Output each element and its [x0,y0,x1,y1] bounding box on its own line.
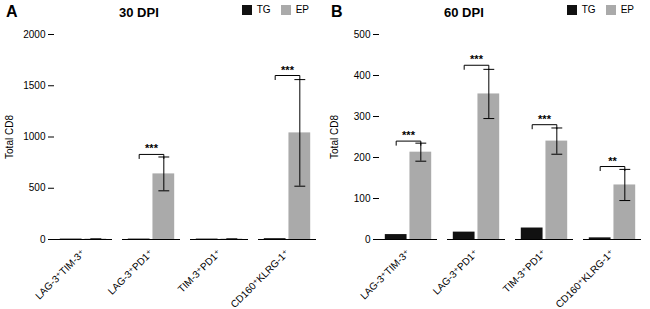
svg-text:CD160⁺KLRG-1⁺: CD160⁺KLRG-1⁺ [553,247,616,307]
svg-text:500: 500 [29,182,46,193]
svg-text:0: 0 [40,234,46,245]
svg-text:500: 500 [354,29,371,40]
svg-text:1500: 1500 [23,80,46,91]
svg-text:TIM-3⁺PD1⁺: TIM-3⁺PD1⁺ [501,247,548,294]
html-text:30 DPI: 30 DPI [119,4,159,20]
svg-text:**: ** [608,155,617,167]
svg-text:200: 200 [354,152,371,163]
svg-text:TIM-3⁺PD1⁺: TIM-3⁺PD1⁺ [176,247,223,294]
svg-text:LAG-3⁺TIM-3⁺: LAG-3⁺TIM-3⁺ [358,247,412,301]
svg-text:Total CD8: Total CD8 [4,115,15,159]
html-text:60 DPI: 60 DPI [444,4,484,20]
svg-text:***: *** [145,142,159,154]
svg-text:LAG-3⁺PD1⁺: LAG-3⁺PD1⁺ [106,247,155,296]
svg-text:400: 400 [354,70,371,81]
html-text:TG: TG [256,4,271,15]
html-text:EP: EP [620,4,634,15]
svg-text:***: *** [402,129,416,141]
html-text:B: B [331,3,343,20]
svg-text:***: *** [470,53,484,65]
svg-text:1000: 1000 [23,131,46,142]
html-text:EP: EP [295,4,309,15]
svg-text:Total CD8: Total CD8 [329,115,340,159]
svg-text:LAG-3⁺PD1⁺: LAG-3⁺PD1⁺ [431,247,480,296]
svg-text:LAG-3⁺TIM-3⁺: LAG-3⁺TIM-3⁺ [33,247,87,301]
svg-text:***: *** [538,113,552,125]
svg-text:300: 300 [354,111,371,122]
svg-text:0: 0 [365,234,371,245]
svg-text:2000: 2000 [23,29,46,40]
svg-text:CD160⁺KLRG-1⁺: CD160⁺KLRG-1⁺ [228,247,291,307]
svg-text:100: 100 [354,193,371,204]
html-text:A: A [6,3,18,20]
svg-text:***: *** [281,64,295,76]
html-text:TG: TG [581,4,596,15]
